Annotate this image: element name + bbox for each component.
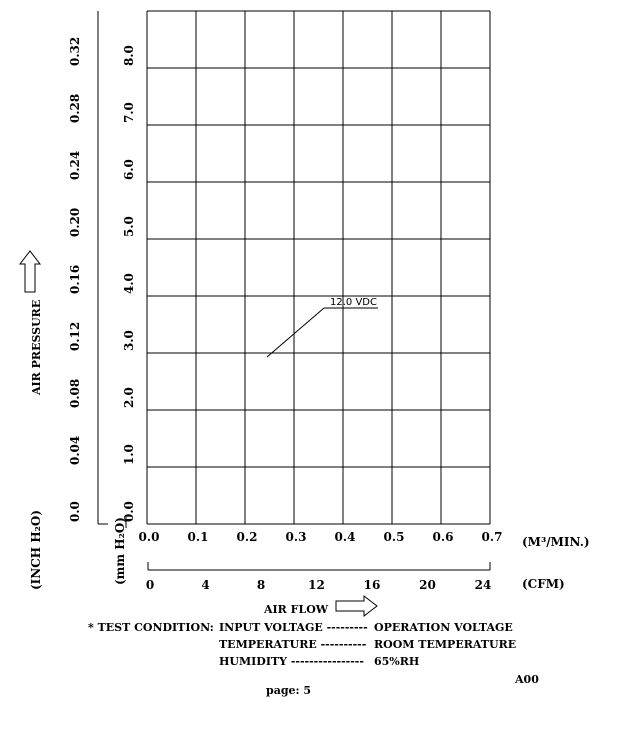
- y2-tick-label: 0.0: [68, 501, 82, 522]
- x2-tick-label: 8: [257, 578, 265, 592]
- x-tick-label: 0.6: [433, 530, 454, 544]
- y-tick-label: 8.0: [122, 45, 136, 66]
- x-axis-label: AIR FLOW: [263, 603, 329, 616]
- x-tick-label: 0.0: [139, 530, 160, 544]
- revision-code: A00: [514, 673, 539, 686]
- y-tick-label: 2.0: [122, 387, 136, 408]
- annotation-label: 12.0 VDC: [330, 297, 377, 308]
- x-tick-label: 0.5: [384, 530, 405, 544]
- y-axis-arrow-icon: [18, 250, 42, 293]
- x-axis-m3-ticks: 0.0 0.1 0.2 0.3 0.4 0.5 0.6 0.7: [139, 530, 503, 544]
- x2-tick-label: 0: [146, 578, 154, 592]
- x2-tick-label: 20: [419, 578, 436, 592]
- y2-tick-label: 0.08: [68, 379, 82, 408]
- test-condition-row-value: OPERATION VOLTAGE: [374, 621, 513, 634]
- y-axis-inch-ticks: 0.0 0.04 0.08 0.12 0.16 0.20 0.24 0.28 0.32: [68, 11, 108, 525]
- y-tick-label: 6.0: [122, 159, 136, 180]
- y2-tick-label: 0.24: [68, 151, 82, 180]
- annotation-leader-line: [266, 307, 325, 358]
- x-tick-label: 0.2: [237, 530, 258, 544]
- y2-tick-label: 0.32: [68, 37, 82, 66]
- x-axis-m3-unit: (M³/MIN.): [522, 535, 590, 549]
- y-axis-label: AIR PRESSURE: [30, 300, 43, 396]
- page-number: page: 5: [266, 684, 311, 697]
- y-axis-mm-unit: (mm H₂O): [113, 517, 127, 585]
- chart-grid: [146, 10, 491, 525]
- y-tick-label: 7.0: [122, 102, 136, 123]
- y2-tick-label: 0.20: [68, 208, 82, 237]
- y2-tick-label: 0.12: [68, 322, 82, 351]
- y2-tick-label: 0.16: [68, 265, 82, 294]
- y-tick-label: 1.0: [122, 444, 136, 465]
- x-tick-label: 0.3: [286, 530, 307, 544]
- x-tick-label: 0.1: [188, 530, 209, 544]
- y-tick-label: 0.0: [122, 501, 136, 522]
- x-tick-label: 0.4: [335, 530, 356, 544]
- x2-tick-label: 24: [475, 578, 492, 592]
- test-condition-row-label: TEMPERATURE ----------: [219, 638, 366, 651]
- test-condition-row-label: INPUT VOLTAGE ---------: [219, 621, 368, 634]
- y-axis-inch-unit: (INCH H₂O): [29, 510, 43, 590]
- x2-tick-label: 4: [201, 578, 209, 592]
- x-axis-cfm-unit: (CFM): [522, 577, 565, 591]
- x-axis-cfm-ticks: 0 4 8 12 16 20 24: [146, 562, 492, 592]
- y2-tick-label: 0.28: [68, 94, 82, 123]
- y-tick-label: 4.0: [122, 273, 136, 294]
- test-condition-row-label: HUMIDITY ----------------: [219, 655, 364, 668]
- y-tick-label: 3.0: [122, 330, 136, 351]
- x-axis-arrow-icon: [335, 594, 378, 618]
- x-tick-label: 0.7: [482, 530, 503, 544]
- test-condition-row-value: 65%RH: [374, 655, 419, 668]
- y-tick-label: 5.0: [122, 216, 136, 237]
- test-condition-prefix: * TEST CONDITION:: [88, 621, 214, 634]
- test-condition-row-value: ROOM TEMPERATURE: [374, 638, 516, 651]
- x2-tick-label: 16: [364, 578, 381, 592]
- y-axis-mm-ticks: 0.0 1.0 2.0 3.0 4.0 5.0 6.0 7.0 8.0: [122, 45, 136, 528]
- x2-tick-label: 12: [308, 578, 325, 592]
- y2-tick-label: 0.04: [68, 436, 82, 465]
